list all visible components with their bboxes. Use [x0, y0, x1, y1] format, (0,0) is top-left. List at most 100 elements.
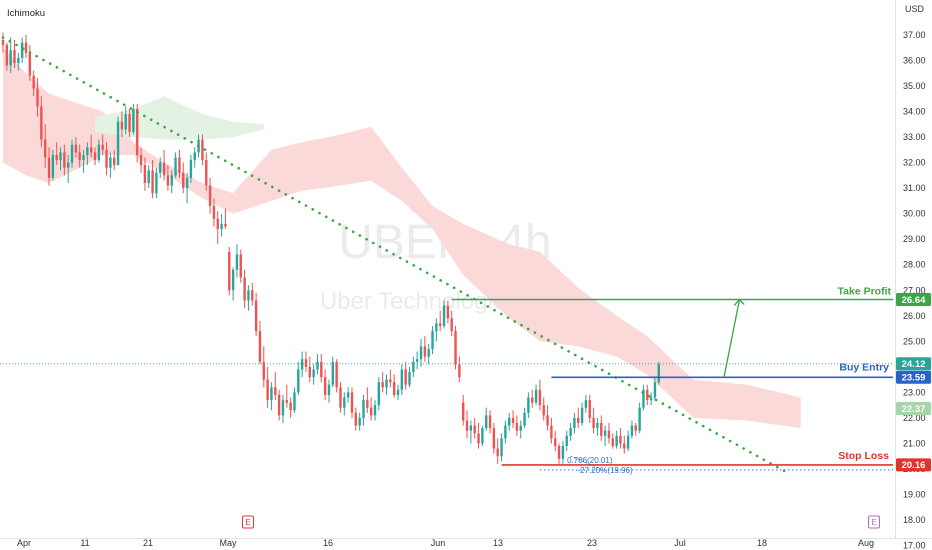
candle[interactable] [619, 428, 622, 449]
candle[interactable] [70, 139, 74, 168]
candle[interactable] [139, 147, 143, 173]
candle[interactable] [515, 415, 519, 436]
candle[interactable] [32, 70, 35, 97]
candle[interactable] [649, 392, 653, 406]
candle[interactable] [274, 372, 277, 401]
candle[interactable] [43, 124, 47, 168]
candle[interactable] [412, 356, 415, 378]
candle[interactable] [350, 387, 354, 418]
candle[interactable] [193, 147, 196, 168]
candle[interactable] [419, 338, 423, 367]
candle[interactable] [481, 425, 484, 446]
candle[interactable] [523, 407, 526, 429]
candle[interactable] [243, 269, 246, 309]
candle[interactable] [646, 384, 649, 406]
candle[interactable] [561, 440, 565, 464]
candle[interactable] [623, 435, 626, 454]
candle[interactable] [642, 384, 645, 411]
candle[interactable] [557, 443, 561, 464]
candle[interactable] [450, 310, 453, 337]
candle[interactable] [385, 374, 388, 395]
candle[interactable] [93, 147, 97, 166]
price-axis[interactable]: 37.00 36.00 35.00 34.00 33.00 32.00 31.00 30.00… [895, 0, 926, 550]
candle[interactable] [66, 154, 70, 183]
indicator-label[interactable]: Ichimoku [7, 8, 45, 19]
candle[interactable] [9, 37, 12, 74]
candle[interactable] [90, 134, 93, 158]
candle[interactable] [504, 420, 507, 444]
candle[interactable] [262, 346, 265, 388]
candle[interactable] [508, 412, 511, 431]
candle[interactable] [20, 37, 24, 64]
candle[interactable] [534, 384, 538, 406]
candle[interactable] [477, 423, 480, 449]
candle[interactable] [603, 425, 607, 446]
candle[interactable] [178, 149, 181, 178]
candle[interactable] [17, 52, 20, 71]
candle[interactable] [611, 433, 614, 449]
candle[interactable] [270, 382, 273, 411]
candle[interactable] [442, 300, 446, 329]
candle[interactable] [354, 407, 358, 431]
candle[interactable] [396, 384, 400, 401]
candle[interactable] [78, 144, 81, 168]
candle[interactable] [212, 198, 216, 227]
candle[interactable] [626, 430, 630, 452]
candle[interactable] [438, 310, 442, 332]
candle[interactable] [634, 423, 637, 436]
candle[interactable] [638, 402, 641, 434]
candle[interactable] [320, 354, 323, 383]
candle[interactable] [615, 430, 618, 449]
candle[interactable] [408, 366, 411, 388]
candle[interactable] [369, 397, 373, 421]
candle[interactable] [159, 157, 162, 178]
candle[interactable] [51, 149, 55, 181]
candle[interactable] [147, 165, 150, 189]
candle[interactable] [600, 415, 603, 441]
candle[interactable] [657, 361, 660, 385]
candle[interactable] [565, 430, 568, 452]
candle[interactable] [339, 382, 342, 413]
candle[interactable] [546, 405, 549, 431]
candle[interactable] [316, 354, 319, 375]
candle[interactable] [423, 336, 427, 362]
candle[interactable] [82, 149, 85, 173]
candle[interactable] [281, 394, 285, 423]
candle[interactable] [97, 139, 101, 163]
candle[interactable] [155, 167, 158, 199]
candle[interactable] [588, 394, 591, 423]
candle[interactable] [216, 211, 219, 245]
candle[interactable] [28, 45, 32, 81]
candle[interactable] [201, 134, 204, 166]
candle[interactable] [24, 34, 28, 58]
candle[interactable] [120, 111, 124, 138]
candle[interactable] [55, 142, 58, 166]
candle[interactable] [170, 170, 173, 194]
time-axis[interactable]: Apr 11 21 May 16 Jun 13 23 Jul 18 Aug [0, 538, 932, 548]
candle[interactable] [469, 420, 473, 444]
candle[interactable] [308, 356, 311, 383]
candle[interactable] [109, 152, 112, 178]
candle[interactable] [185, 172, 189, 204]
candle[interactable] [538, 379, 542, 411]
candle[interactable] [166, 165, 170, 191]
candle[interactable] [346, 387, 350, 403]
candle[interactable] [596, 417, 599, 436]
candle[interactable] [446, 300, 450, 324]
candle[interactable] [500, 433, 503, 462]
candle[interactable] [205, 152, 208, 191]
candle[interactable] [404, 361, 407, 390]
candle[interactable] [285, 384, 288, 408]
candle[interactable] [86, 142, 89, 166]
earnings-event-marker[interactable]: E [868, 515, 880, 529]
candle[interactable] [550, 417, 553, 444]
candle[interactable] [458, 356, 461, 383]
candle[interactable] [427, 343, 430, 365]
candle[interactable] [496, 438, 499, 464]
candle[interactable] [358, 412, 361, 431]
candle[interactable] [569, 423, 572, 441]
earnings-event-marker[interactable]: E [242, 515, 254, 529]
candle[interactable] [542, 397, 545, 421]
